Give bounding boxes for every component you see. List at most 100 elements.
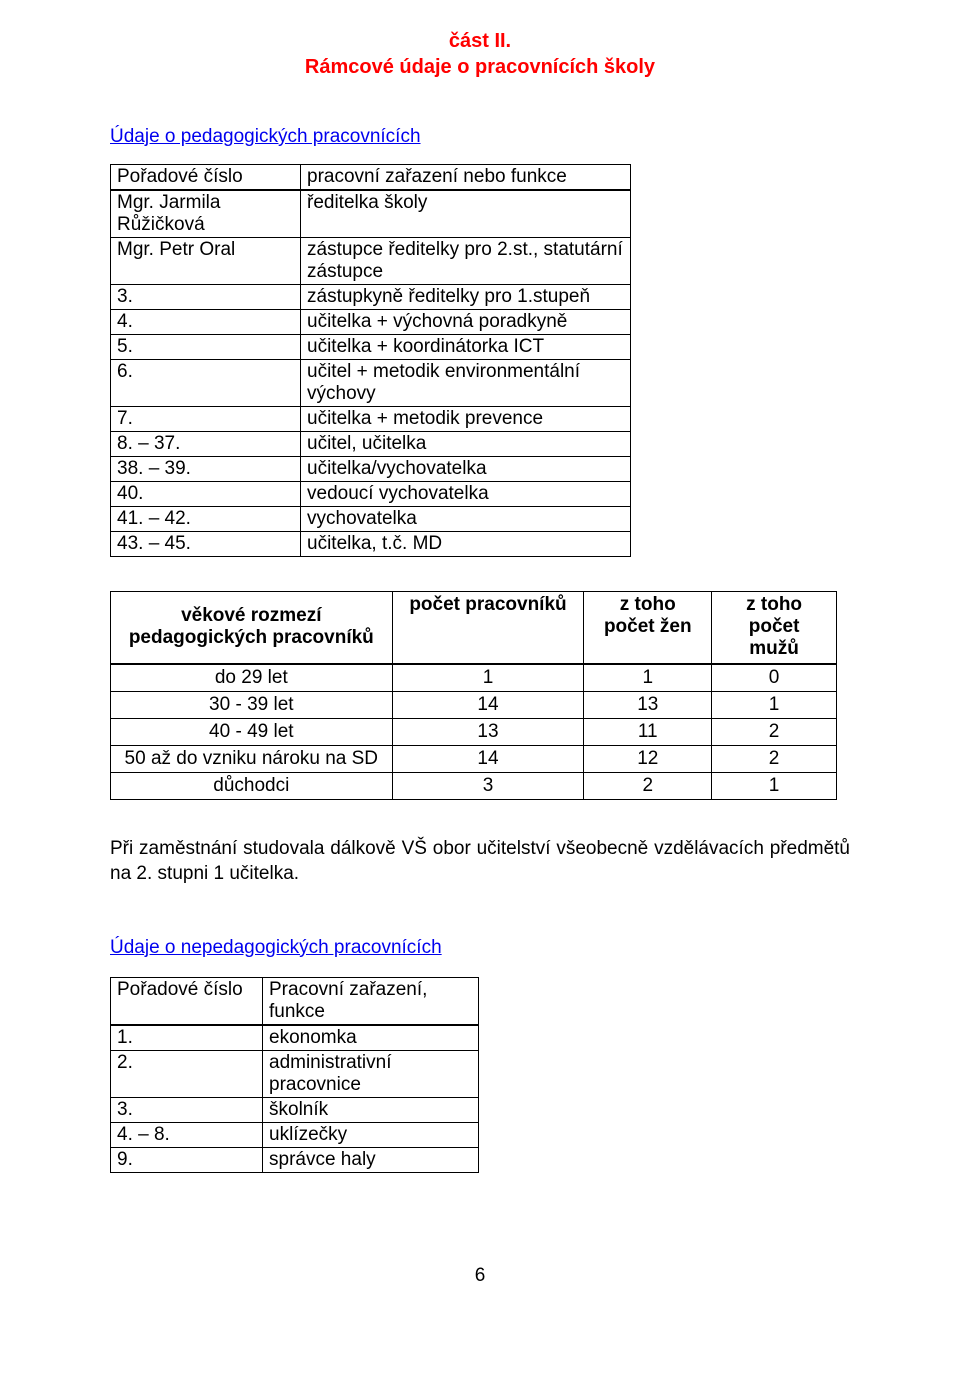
table-header-row: věkové rozmezí pedagogických pracovníků … [111, 592, 837, 664]
hdr-c1b: pedagogických pracovníků [129, 627, 374, 648]
cell-c2: vedoucí vychovatelka [301, 482, 631, 507]
cell-c2: ředitelka školy [301, 190, 631, 238]
section1-heading: Údaje o pedagogických pracovnících [110, 126, 850, 148]
page-number: 6 [110, 1265, 850, 1307]
cell-c4: 1 [712, 772, 837, 799]
col-header-2: Pracovní zařazení, funkce [263, 977, 479, 1025]
col-header-2: počet pracovníků [392, 592, 584, 664]
table-age-range: věkové rozmezí pedagogických pracovníků … [110, 591, 837, 800]
cell-c1: 30 - 39 let [111, 691, 393, 718]
table-header-row: Pořadové číslo Pracovní zařazení, funkce [111, 977, 479, 1025]
table-row: do 29 let110 [111, 664, 837, 692]
table-row: Mgr. Jarmila Růžičkováředitelka školy [111, 190, 631, 238]
cell-c2: učitelka, t.č. MD [301, 532, 631, 557]
cell-c1: 4. [111, 310, 301, 335]
hdr-c1a: věkové rozmezí [181, 605, 321, 626]
cell-c1: 41. – 42. [111, 507, 301, 532]
table-row: 50 až do vzniku nároku na SD14122 [111, 745, 837, 772]
table-row: 3.školník [111, 1097, 479, 1122]
hdr-c4c: mužů [749, 638, 799, 659]
cell-c1: 43. – 45. [111, 532, 301, 557]
table-row: 38. – 39.učitelka/vychovatelka [111, 457, 631, 482]
cell-c1: 8. – 37. [111, 432, 301, 457]
table-row: 40 - 49 let13112 [111, 718, 837, 745]
cell-c2: správce haly [263, 1147, 479, 1172]
cell-c2: uklízečky [263, 1122, 479, 1147]
cell-c1: 3. [111, 1097, 263, 1122]
cell-c3: 12 [584, 745, 712, 772]
cell-c2: ekonomka [263, 1025, 479, 1051]
cell-c1: 5. [111, 335, 301, 360]
cell-c2: učitelka + koordinátorka ICT [301, 335, 631, 360]
table-row: důchodci321 [111, 772, 837, 799]
cell-c1: 38. – 39. [111, 457, 301, 482]
cell-c1: 40 - 49 let [111, 718, 393, 745]
section3-heading: Údaje o nepedagogických pracovnících [110, 937, 850, 959]
cell-c1: 3. [111, 285, 301, 310]
cell-c3: 2 [584, 772, 712, 799]
cell-c2: učitelka + výchovná poradkyně [301, 310, 631, 335]
cell-c4: 0 [712, 664, 837, 692]
table-row: 40.vedoucí vychovatelka [111, 482, 631, 507]
table-nonpedagogical-staff: Pořadové číslo Pracovní zařazení, funkce… [110, 977, 479, 1173]
cell-c1: 9. [111, 1147, 263, 1172]
cell-c2: administrativní pracovnice [263, 1050, 479, 1097]
col-header-3: z toho počet žen [584, 592, 712, 664]
cell-c3: 11 [584, 718, 712, 745]
hdr-c4a: z toho [746, 594, 802, 615]
table-row: 30 - 39 let14131 [111, 691, 837, 718]
cell-c1: 4. – 8. [111, 1122, 263, 1147]
cell-c2: zástupkyně ředitelky pro 1.stupeň [301, 285, 631, 310]
table-row: 4.učitelka + výchovná poradkyně [111, 310, 631, 335]
table-row: 8. – 37.učitel, učitelka [111, 432, 631, 457]
cell-c2: učitelka/vychovatelka [301, 457, 631, 482]
cell-c2: učitel + metodik environmentální výchovy [301, 360, 631, 407]
cell-c4: 2 [712, 745, 837, 772]
cell-c2: 14 [392, 745, 584, 772]
title-line-2: Rámcové údaje o pracovnících školy [110, 54, 850, 80]
table-row: 6.učitel + metodik environmentální výcho… [111, 360, 631, 407]
cell-c2: učitel, učitelka [301, 432, 631, 457]
col-header-2: pracovní zařazení nebo funkce [301, 165, 631, 191]
cell-c2: zástupce ředitelky pro 2.st., statutární… [301, 238, 631, 285]
table-row: 41. – 42.vychovatelka [111, 507, 631, 532]
col-header-1: Pořadové číslo [111, 165, 301, 191]
cell-c1: Mgr. Petr Oral [111, 238, 301, 285]
cell-c1: důchodci [111, 772, 393, 799]
table-row: 1.ekonomka [111, 1025, 479, 1051]
cell-c1: 40. [111, 482, 301, 507]
cell-c1: Mgr. Jarmila Růžičková [111, 190, 301, 238]
table-row: Mgr. Petr Oralzástupce ředitelky pro 2.s… [111, 238, 631, 285]
col-header-1: věkové rozmezí pedagogických pracovníků [111, 592, 393, 664]
cell-c1: 50 až do vzniku nároku na SD [111, 745, 393, 772]
cell-c3: 13 [584, 691, 712, 718]
title-line-1: část II. [110, 28, 850, 54]
cell-c1: 2. [111, 1050, 263, 1097]
hdr-c4b: počet [749, 616, 800, 637]
cell-c2: učitelka + metodik prevence [301, 407, 631, 432]
cell-c2: 1 [392, 664, 584, 692]
cell-c1: do 29 let [111, 664, 393, 692]
cell-c1: 1. [111, 1025, 263, 1051]
table-header-row: Pořadové číslo pracovní zařazení nebo fu… [111, 165, 631, 191]
col-header-4: z toho počet mužů [712, 592, 837, 664]
cell-c2: 3 [392, 772, 584, 799]
table-row: 43. – 45.učitelka, t.č. MD [111, 532, 631, 557]
hdr-c3a: z toho [620, 594, 676, 615]
paragraph-text: Při zaměstnání studovala dálkově VŠ obor… [110, 836, 850, 887]
cell-c2: 13 [392, 718, 584, 745]
document-title: část II. Rámcové údaje o pracovnících šk… [110, 28, 850, 80]
cell-c2: 14 [392, 691, 584, 718]
table-row: 3.zástupkyně ředitelky pro 1.stupeň [111, 285, 631, 310]
table-row: 2.administrativní pracovnice [111, 1050, 479, 1097]
table-row: 7.učitelka + metodik prevence [111, 407, 631, 432]
table-pedagogical-staff: Pořadové číslo pracovní zařazení nebo fu… [110, 164, 631, 557]
cell-c2: vychovatelka [301, 507, 631, 532]
cell-c1: 6. [111, 360, 301, 407]
table-row: 4. – 8.uklízečky [111, 1122, 479, 1147]
cell-c4: 1 [712, 691, 837, 718]
cell-c3: 1 [584, 664, 712, 692]
cell-c1: 7. [111, 407, 301, 432]
table-row: 9.správce haly [111, 1147, 479, 1172]
hdr-c3b: počet žen [604, 616, 692, 637]
